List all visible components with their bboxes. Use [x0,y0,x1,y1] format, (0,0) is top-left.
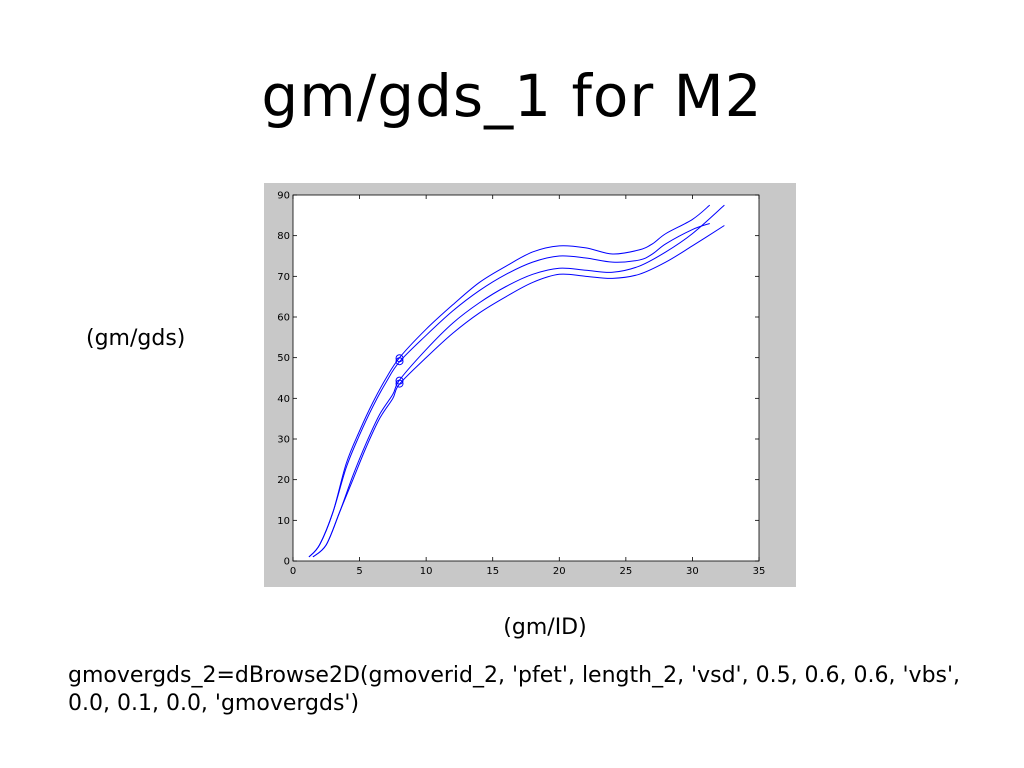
y-tick-label: 70 [277,272,290,283]
x-tick-label: 20 [553,566,566,577]
y-tick-label: 40 [277,394,290,405]
x-tick-label: 30 [686,566,699,577]
x-tick-label: 25 [619,566,632,577]
data-markers [395,354,404,388]
marker-2-2 [395,379,404,388]
y-tick-label: 80 [277,231,290,242]
x-tick-label: 0 [290,566,296,577]
y-tick-label: 90 [277,191,290,202]
y-tick-label: 60 [277,313,290,324]
x-tick-label: 10 [420,566,433,577]
x-tick-label: 35 [753,566,766,577]
x-tick-label: 15 [486,566,499,577]
marker-1-1 [395,354,404,363]
series-line-1 [308,204,711,558]
series-line-2 [308,222,710,558]
y-tick-label: 30 [277,435,290,446]
data-series [308,204,725,558]
marker-1-2 [395,357,404,366]
chart: 0 5 10 15 20 25 30 35 0 10 20 30 40 50 60 70 80 90 [264,183,796,587]
y-tick-label: 20 [277,475,290,486]
axes-background [292,194,760,562]
x-tick-label: 5 [356,566,362,577]
axis-ticks: 0 5 10 15 20 25 30 35 0 10 20 30 40 50 60 70 80 90 [277,191,765,578]
code-caption: gmovergds_2=dBrowse2D(gmoverid_2, 'pfet'… [68,663,961,716]
y-tick-label: 50 [277,353,290,364]
series-line-4 [312,225,725,558]
marker-2-1 [395,376,404,385]
series-line-3 [312,204,725,558]
x-axis-label: (gm/ID) [503,615,587,640]
y-axis-label: (gm/gds) [86,326,186,351]
slide-title: gm/gds_1 for M2 [261,62,763,130]
y-tick-label: 0 [284,557,290,568]
y-tick-label: 10 [277,516,290,527]
